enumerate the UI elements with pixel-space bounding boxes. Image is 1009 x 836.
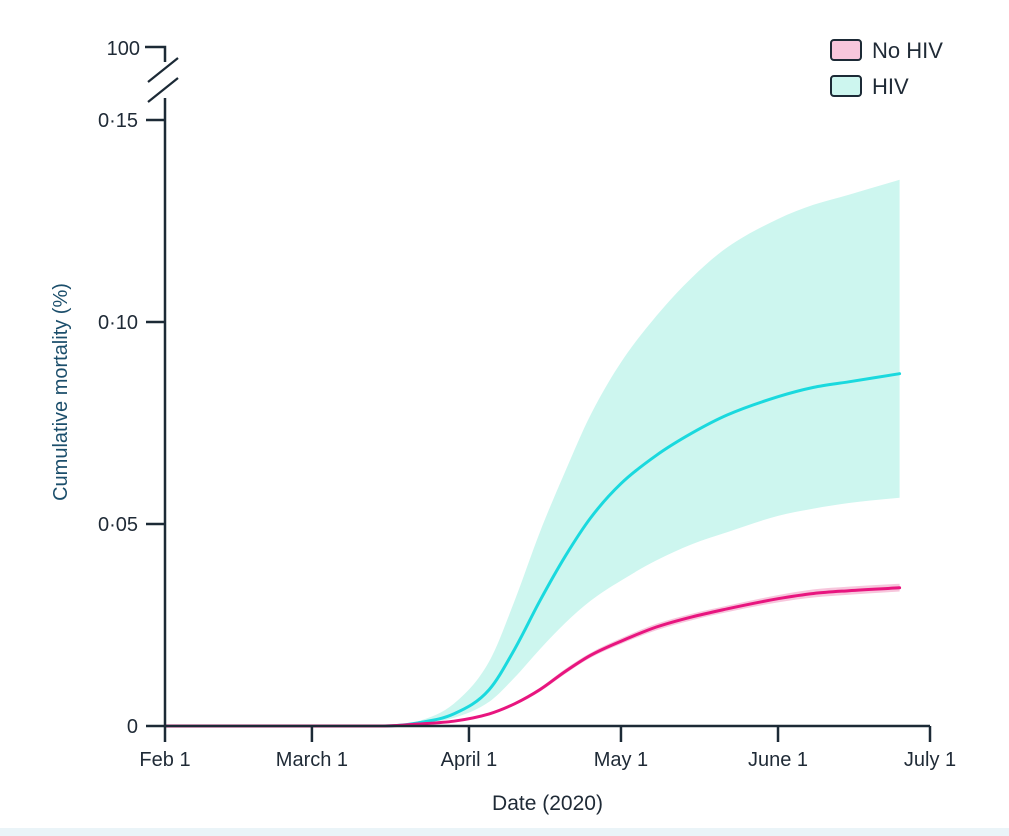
legend-label-no-hiv: No HIV <box>872 38 943 63</box>
bottom-strip <box>0 828 1009 836</box>
y-tick-label: 0 <box>127 716 138 738</box>
legend-swatch-hiv <box>830 75 862 97</box>
x-tick-label: July 1 <box>904 749 956 771</box>
axes: 0 0·05 0·10 0·15 100 Feb 1 March 1 April 1 May 1… <box>50 38 956 815</box>
y-tick-label: 0·10 <box>98 312 138 334</box>
band-hiv <box>165 179 900 727</box>
legend-label-hiv: HIV <box>872 74 909 99</box>
legend: No HIV HIV <box>830 38 943 99</box>
x-tick-label: Feb 1 <box>139 749 190 771</box>
y-axis-break-mark-lower <box>147 77 179 103</box>
x-tick-label: May 1 <box>594 749 648 771</box>
y-axis-title: Cumulative mortality (%) <box>50 283 72 501</box>
y-axis-break-mark-upper <box>147 57 179 83</box>
x-axis-title: Date (2020) <box>492 792 603 815</box>
y-tick-label: 0·15 <box>98 110 138 132</box>
x-tick-label: March 1 <box>276 749 348 771</box>
y-tick-label-break: 100 <box>107 38 140 60</box>
x-tick-label: April 1 <box>441 749 498 771</box>
confidence-bands <box>165 179 900 727</box>
x-tick-label: June 1 <box>748 749 808 771</box>
y-axis-break-top <box>145 45 167 62</box>
legend-swatch-no-hiv <box>830 39 862 61</box>
y-tick-label: 0·05 <box>98 514 138 536</box>
